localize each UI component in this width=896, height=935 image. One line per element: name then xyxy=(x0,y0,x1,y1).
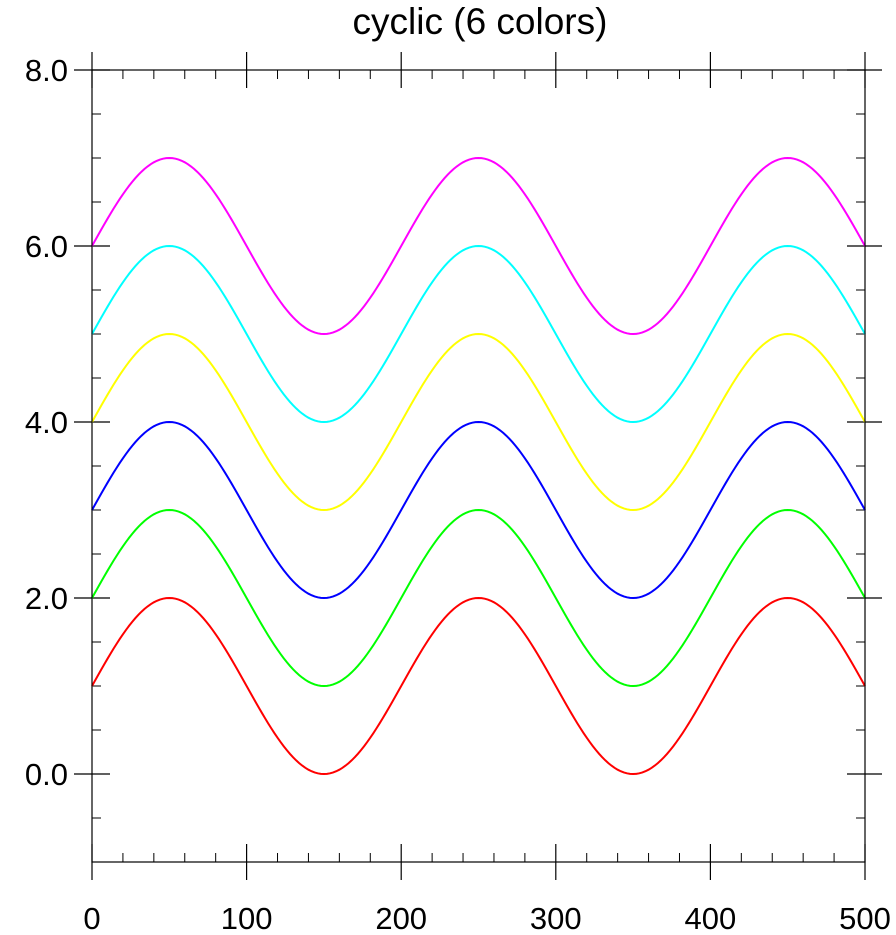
y-tick-label: 2.0 xyxy=(25,581,68,616)
x-tick-label: 0 xyxy=(83,901,100,935)
plot-frame xyxy=(91,69,866,863)
x-tick-label: 400 xyxy=(685,901,737,935)
x-tick-label: 300 xyxy=(530,901,582,935)
series-line-5 xyxy=(91,244,866,424)
y-tick-label: 8.0 xyxy=(25,53,68,88)
series-line-1 xyxy=(91,596,866,776)
series-line-3 xyxy=(91,420,866,600)
x-tick-label: 500 xyxy=(839,901,891,935)
series-line-6 xyxy=(91,156,866,336)
y-tick-label: 6.0 xyxy=(25,229,68,264)
axis-ticks xyxy=(74,52,882,880)
series-line-4 xyxy=(91,332,866,512)
y-tick-label: 0.0 xyxy=(25,757,68,792)
y-tick-label: 4.0 xyxy=(25,405,68,440)
tick-labels: 0 100 200 300 400 500 0.0 2.0 4.0 6.0 8.0 xyxy=(25,53,891,935)
x-tick-label: 200 xyxy=(375,901,427,935)
series-layer xyxy=(91,156,866,776)
series-line-2 xyxy=(91,508,866,688)
x-tick-label: 100 xyxy=(221,901,273,935)
chart-title: cyclic (6 colors) xyxy=(353,1,608,42)
